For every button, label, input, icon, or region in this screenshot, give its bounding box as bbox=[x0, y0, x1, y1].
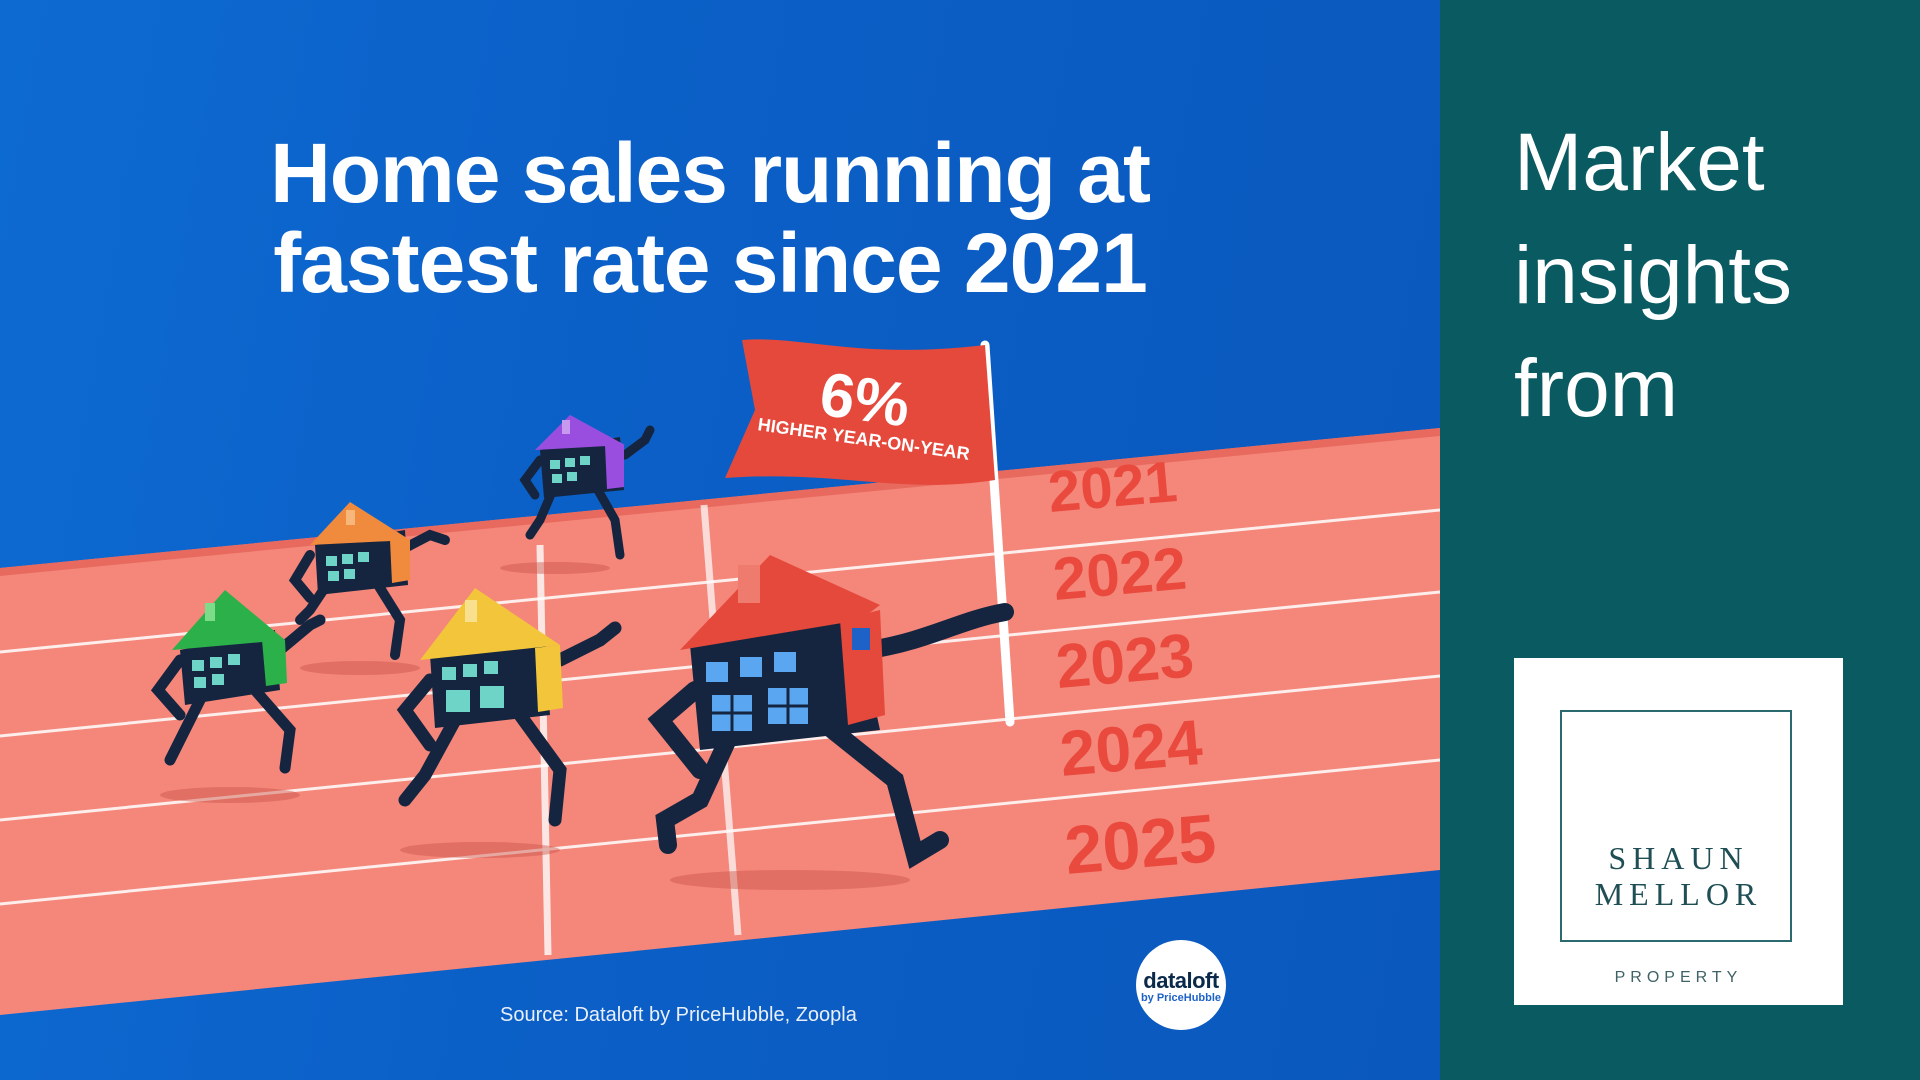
source-note: Source: Dataloft by PriceHubble, Zoopla bbox=[500, 1004, 857, 1026]
headline-line-2: fastest rate since 2021 bbox=[273, 216, 1148, 310]
logo-name-line-1: SHAUN bbox=[1608, 840, 1749, 876]
year-label-2022: 2022 bbox=[1050, 535, 1189, 613]
logo-frame bbox=[1560, 710, 1792, 942]
heading-line-1: Market bbox=[1514, 117, 1765, 208]
year-label-2021: 2021 bbox=[1045, 449, 1179, 525]
headline-line-1: Home sales running at bbox=[270, 126, 1151, 220]
sidebar-panel: Market insights from SHAUN MELLOR PROPER… bbox=[1440, 0, 1920, 1080]
flag-value: 6% bbox=[816, 360, 914, 441]
logo-name-line-2: MELLOR bbox=[1594, 876, 1763, 912]
year-label-2025: 2025 bbox=[1062, 800, 1219, 889]
purple-house-runner bbox=[519, 425, 655, 560]
market-insights-heading: Market insights from bbox=[1514, 106, 1792, 445]
headline: Home sales running at fastest rate since… bbox=[110, 128, 1310, 308]
agency-logo-card: SHAUN MELLOR PROPERTY bbox=[1514, 658, 1843, 1005]
logo-subtitle: PROPERTY bbox=[1614, 969, 1743, 986]
race-illustration: 2021 2022 2023 2024 2025 6% HIGHER YEAR-… bbox=[0, 339, 1440, 1015]
green-house-runner bbox=[150, 614, 326, 774]
dataloft-logo-text: dataloft bbox=[1143, 968, 1219, 993]
heading-line-2: insights bbox=[1514, 230, 1793, 321]
flag-banner bbox=[725, 339, 995, 485]
heading-line-3: from bbox=[1514, 343, 1678, 434]
yellow-house-runner bbox=[396, 621, 622, 827]
dataloft-logo-subtext: by PriceHubble bbox=[1140, 992, 1222, 1004]
infographic-panel: 2021 2022 2023 2024 2025 6% HIGHER YEAR-… bbox=[0, 0, 1440, 1080]
year-label-2024: 2024 bbox=[1057, 706, 1206, 790]
red-house-runner bbox=[647, 603, 1014, 869]
year-label-2023: 2023 bbox=[1053, 621, 1196, 702]
dataloft-logo: dataloft by PriceHubble bbox=[1136, 940, 1226, 1030]
